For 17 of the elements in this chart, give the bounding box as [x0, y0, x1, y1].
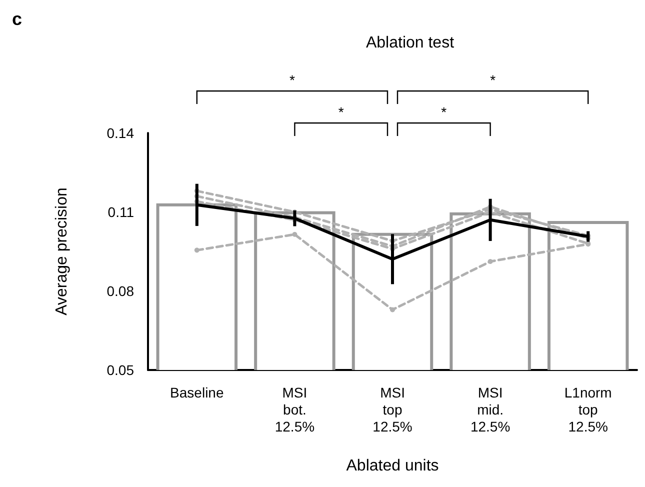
- text: *: [490, 72, 496, 88]
- text: c: [12, 9, 22, 29]
- y-axis-title: Average precision: [54, 188, 70, 316]
- x-tick-label: MSI mid. 12.5%: [470, 384, 510, 434]
- x-tick-label: MSI bot. 12.5%: [274, 384, 315, 434]
- y-tick-label: 0.14: [106, 125, 134, 141]
- y-tick-label: 0.11: [108, 204, 134, 220]
- text: *: [441, 104, 448, 120]
- y-tick-label: 0.05: [106, 362, 134, 378]
- chart-title: Ablation test: [366, 34, 455, 52]
- y-tick-label: 0.08: [106, 283, 134, 299]
- x-tick-label: Baseline: [170, 384, 224, 400]
- x-tick-label: MSI top 12.5%: [372, 384, 412, 434]
- x-tick-label: L1norm top 12.5%: [564, 384, 612, 434]
- text: *: [289, 72, 296, 88]
- text: *: [338, 104, 344, 120]
- x-axis-title: Ablated units: [346, 458, 439, 474]
